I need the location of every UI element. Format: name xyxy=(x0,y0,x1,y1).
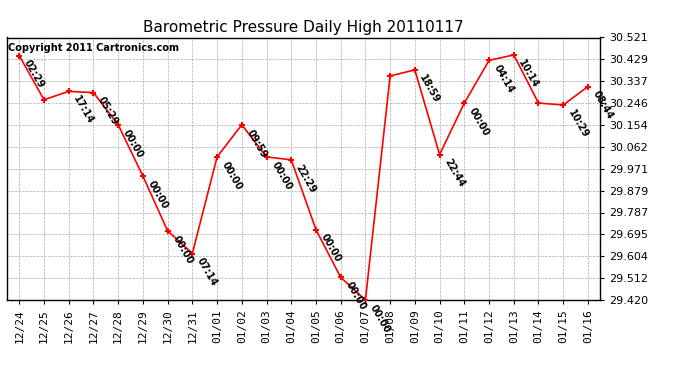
Text: 04:14: 04:14 xyxy=(492,63,516,95)
Text: 22:29: 22:29 xyxy=(294,163,318,194)
Text: 02:29: 02:29 xyxy=(22,58,46,90)
Text: 07:14: 07:14 xyxy=(195,256,219,288)
Text: 00:00: 00:00 xyxy=(170,234,195,266)
Text: 00:00: 00:00 xyxy=(121,128,145,159)
Text: 00:00: 00:00 xyxy=(269,160,293,192)
Text: 09:59: 09:59 xyxy=(244,128,268,159)
Text: 00:00: 00:00 xyxy=(368,303,393,334)
Text: 22:44: 22:44 xyxy=(442,158,466,189)
Text: 10:14: 10:14 xyxy=(517,58,541,90)
Text: Copyright 2011 Cartronics.com: Copyright 2011 Cartronics.com xyxy=(8,43,179,53)
Text: 00:00: 00:00 xyxy=(220,160,244,192)
Text: 00:00: 00:00 xyxy=(319,232,343,264)
Text: 08:44: 08:44 xyxy=(591,89,615,122)
Text: 18:59: 18:59 xyxy=(417,73,442,105)
Text: 00:00: 00:00 xyxy=(344,280,368,312)
Text: 00:00: 00:00 xyxy=(467,106,491,138)
Text: 17:14: 17:14 xyxy=(72,94,96,126)
Text: 10:29: 10:29 xyxy=(566,108,590,140)
Text: 00:00: 00:00 xyxy=(146,179,170,211)
Text: 05:29: 05:29 xyxy=(96,95,120,127)
Title: Barometric Pressure Daily High 20110117: Barometric Pressure Daily High 20110117 xyxy=(144,20,464,35)
